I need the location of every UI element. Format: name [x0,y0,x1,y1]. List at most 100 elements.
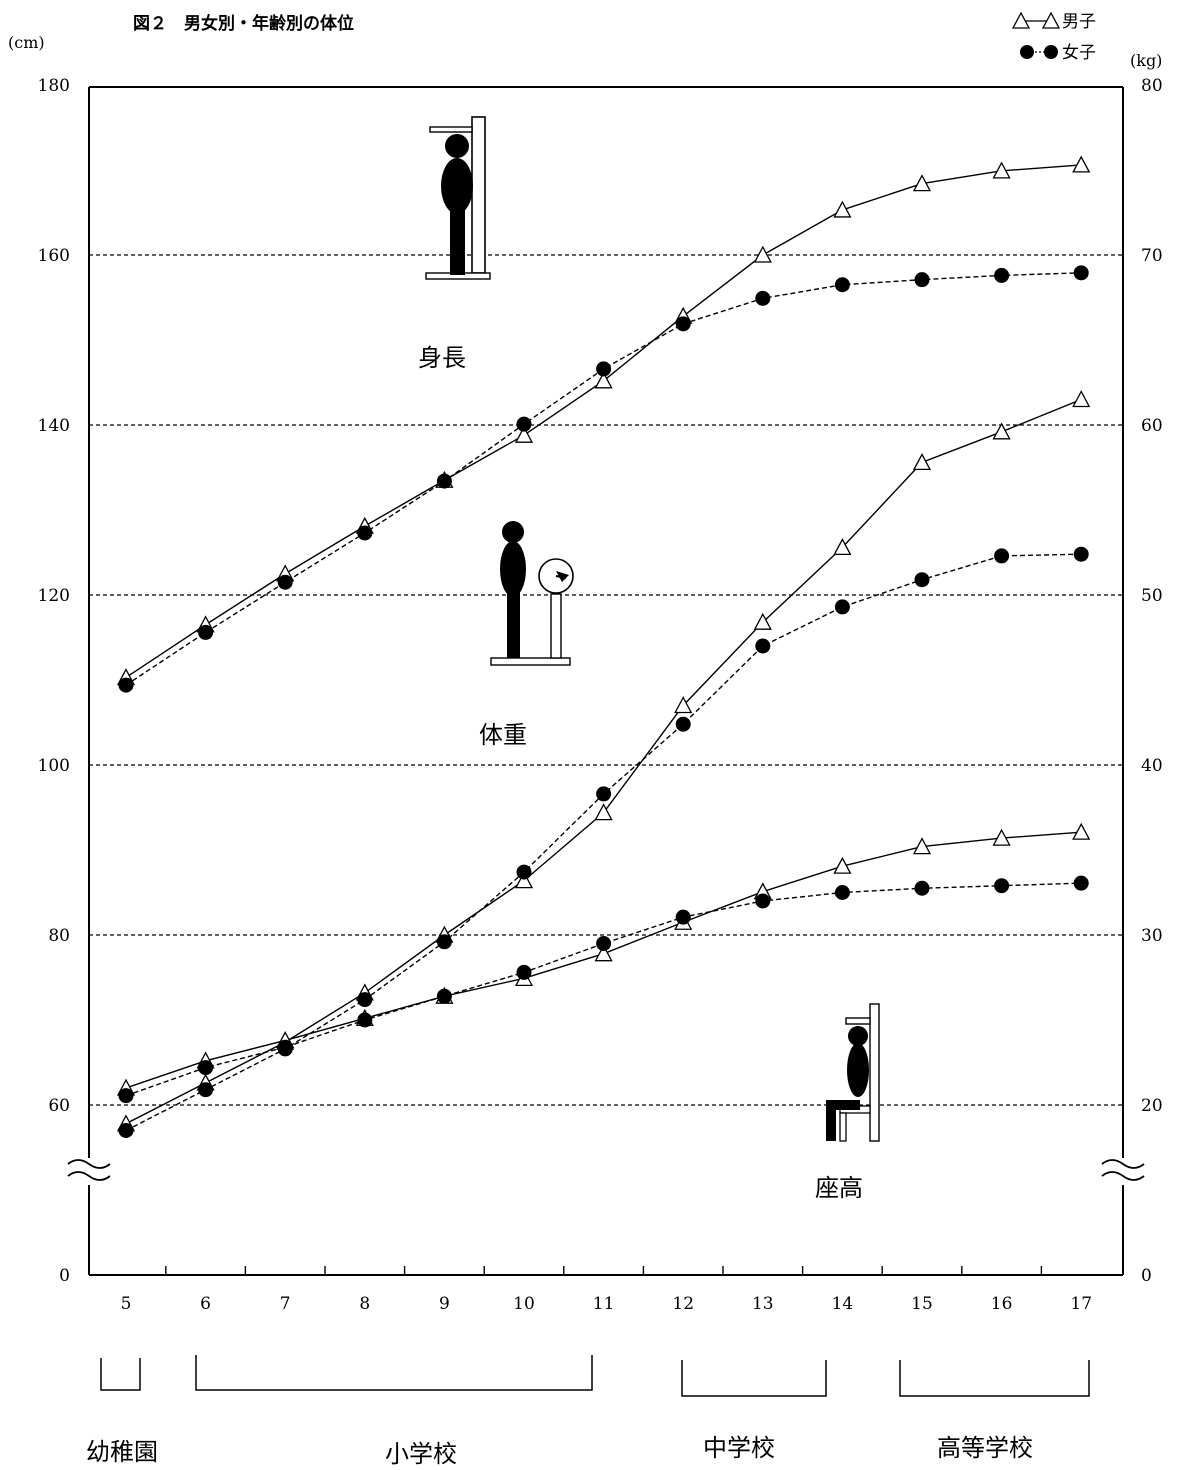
x-tick-label: 5 [121,1294,132,1314]
x-tick-label: 10 [513,1294,535,1314]
school-bracket [681,1360,827,1397]
right-tick-label: 30 [1141,926,1163,946]
data-point-circle [516,964,532,980]
left-tick-label: 80 [48,926,70,946]
school-bracket [100,1358,141,1391]
data-point-triangle [833,200,852,218]
data-point-circle [596,786,612,802]
figure-title: 図２ 男女別・年齢別の体位 [133,13,354,34]
data-point-triangle [514,425,534,443]
data-point-triangle [992,161,1011,179]
legend-circle-icon [1044,45,1058,59]
data-point-circle [914,572,930,588]
data-point-circle [1073,546,1089,562]
data-point-circle [914,272,930,288]
data-point-circle [277,574,293,590]
data-point-circle [118,1123,134,1138]
x-tick-label: 6 [200,1294,211,1314]
data-point-circle [994,548,1010,564]
data-point-triangle [753,245,772,263]
data-point-circle [436,988,452,1004]
data-point-circle [198,624,214,640]
group-label-sitting-height: 座高 [815,1174,863,1202]
left-axis-unit: (cm) [8,33,45,52]
data-point-circle [436,473,452,489]
legend-triangle-icon [1041,11,1061,29]
sitting-height-person-icon [826,1003,880,1142]
legend: 男子 女子 [1011,11,1096,63]
legend-label-girls: 女子 [1062,43,1096,63]
data-point-circle [914,880,930,896]
data-point-circle [357,1012,373,1028]
data-point-triangle [1072,155,1091,173]
gridlines [89,254,1123,1106]
data-point-circle [436,934,452,950]
data-point-circle [277,1039,293,1055]
left-axis-break-icon [67,1159,111,1181]
data-point-circle [675,316,691,332]
data-point-triangle [992,422,1011,440]
left-tick-label: 60 [48,1096,70,1116]
series-2-boys [116,822,1091,1096]
data-point-triangle [753,612,772,630]
school-bracket [195,1355,593,1391]
series-0-boys [116,155,1091,686]
right-tick-label: 70 [1141,246,1163,266]
data-point-triangle [594,371,613,389]
height-measuring-person-icon [425,116,491,280]
group-label-height: 身長 [418,344,466,372]
school-stages: 幼稚園 小学校 中学校 高等学校 [86,1355,1090,1468]
data-point-circle [675,716,691,732]
data-point-circle [675,909,691,925]
left-tick-label: 100 [38,756,70,776]
left-tick-label: 120 [38,586,70,606]
data-point-triangle [674,696,693,714]
x-tick-label: 14 [832,1294,854,1314]
right-tick-label: 80 [1141,76,1163,96]
legend-item-girls: 女子 [1020,43,1096,63]
data-point-circle [118,677,134,693]
data-point-circle [516,416,532,432]
x-tick-label: 12 [672,1294,694,1314]
data-point-circle [596,936,612,951]
series-line [125,164,1082,679]
x-tick-label: 17 [1070,1294,1092,1314]
data-point-circle [357,992,373,1008]
series-1-girls [118,546,1089,1138]
series-line [125,882,1082,1097]
series-2-girls [118,875,1089,1104]
series-layer [116,155,1091,1138]
data-point-triangle [1072,822,1091,840]
data-point-circle [118,1088,134,1104]
data-point-circle [516,864,532,880]
data-point-triangle [594,944,613,962]
axes: 0 60 80 100 120 140 160 180 0 20 30 40 50 60 70 80 5 6 7 8 9… [38,76,1163,1314]
right-tick-label: 60 [1141,416,1163,436]
left-tick-label: 180 [38,76,70,96]
data-point-triangle [912,174,932,192]
plot-frame [67,86,1145,1276]
x-tick-label: 11 [593,1294,615,1314]
x-tick-label: 13 [752,1294,774,1314]
right-axis-break-icon [1101,1159,1145,1181]
data-point-triangle [594,803,613,821]
right-axis-unit: (kg) [1130,51,1162,70]
data-point-circle [994,878,1010,894]
weighing-scale-person-icon [490,521,574,666]
data-point-circle [198,1082,214,1098]
right-tick-label: 20 [1141,1096,1163,1116]
x-tick-label: 7 [280,1294,291,1314]
data-point-triangle [992,828,1011,846]
school-stage-label: 高等学校 [937,1434,1033,1462]
data-point-triangle [514,871,534,889]
data-point-circle [994,267,1010,283]
legend-triangle-icon [1011,11,1031,29]
series-line [125,272,1082,686]
data-point-circle [198,1060,214,1076]
right-tick-label: 40 [1141,756,1163,776]
data-point-circle [834,277,850,293]
x-tick-label: 9 [439,1294,450,1314]
data-point-circle [755,893,771,909]
legend-label-boys: 男子 [1062,12,1096,32]
